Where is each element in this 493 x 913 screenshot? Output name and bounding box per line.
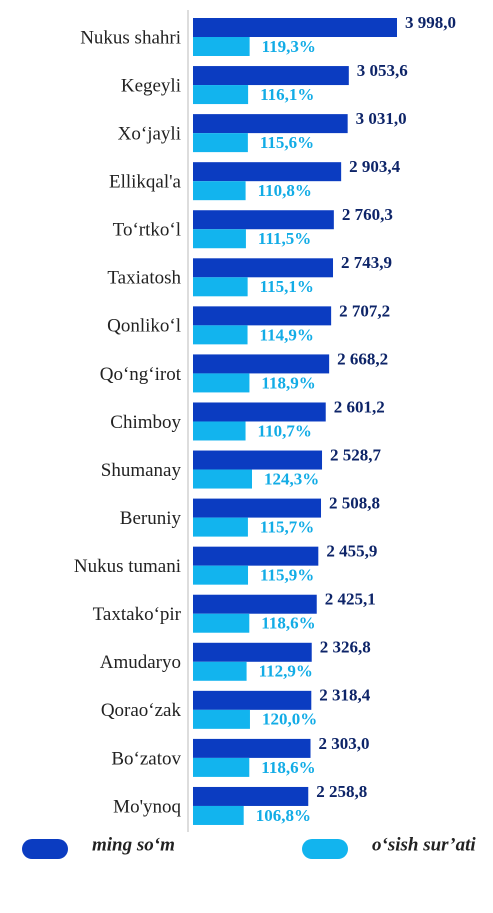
value-label: 2 528,7: [330, 445, 382, 464]
category-label: Mo'ynoq: [113, 796, 181, 817]
value-label: 115,6%: [260, 133, 314, 152]
value-label: 111,5%: [258, 229, 311, 248]
bar: [193, 277, 248, 297]
value-label: 3 053,6: [357, 61, 408, 80]
legend-label: ming so‘m: [92, 834, 175, 855]
bar: [193, 18, 397, 37]
value-label: 120,0%: [262, 710, 317, 729]
category-label: Bo‘zatov: [111, 748, 181, 769]
value-label: 118,6%: [261, 614, 315, 633]
category-label: To‘rtko‘l: [113, 220, 181, 241]
value-label: 2 508,8: [329, 494, 380, 513]
bar: [193, 162, 342, 182]
category-label: Qorao‘zak: [101, 700, 182, 721]
bar: [193, 642, 312, 662]
value-label: 119,3%: [262, 37, 316, 56]
bar: [193, 450, 323, 470]
value-label: 106,8%: [256, 806, 311, 825]
bar: [193, 786, 309, 806]
category-label: Nukus tumani: [74, 556, 181, 577]
value-label: 2 601,2: [334, 397, 385, 416]
value-label: 3 031,0: [356, 109, 407, 128]
bar: [193, 181, 246, 201]
bar: [193, 757, 250, 777]
bar: [193, 565, 249, 585]
category-label: Amudaryo: [100, 652, 181, 673]
bar: [193, 133, 248, 153]
value-label: 2 455,9: [326, 542, 377, 561]
value-label: 2 668,2: [337, 349, 388, 368]
value-label: 118,9%: [261, 373, 315, 392]
bar: [193, 325, 248, 345]
bar: [193, 661, 247, 681]
category-label: Taxtako‘pir: [93, 604, 182, 625]
value-label: 116,1%: [260, 85, 314, 104]
category-label: Shumanay: [101, 460, 182, 481]
bar: [193, 258, 334, 278]
bar: [193, 66, 349, 86]
value-label: 2 707,2: [339, 301, 390, 320]
category-label: Ellikqal'a: [109, 172, 182, 193]
bar: [193, 421, 246, 441]
bar: [193, 354, 330, 374]
bar: [193, 805, 244, 825]
bar: [193, 229, 246, 249]
value-label: 2 326,8: [320, 638, 371, 657]
bar: [193, 85, 249, 105]
category-label: Xo‘jayli: [118, 123, 181, 144]
value-label: 115,7%: [260, 518, 314, 537]
category-label: Beruniy: [120, 508, 182, 529]
bar: [193, 594, 317, 614]
category-label: Chimboy: [110, 412, 181, 433]
bar: [193, 546, 319, 566]
value-label: 2 303,0: [319, 734, 370, 753]
legend-swatch: [22, 839, 68, 859]
bar: [193, 469, 252, 489]
value-label: 110,8%: [258, 181, 312, 200]
category-label: Nukus shahri: [80, 27, 181, 48]
value-label: 114,9%: [260, 325, 314, 344]
legend-label: o‘sish sur’ati: [372, 834, 476, 855]
category-label: Kegeyli: [121, 75, 181, 96]
category-label: Qonliko‘l: [107, 316, 181, 337]
bar: [193, 613, 250, 633]
bar: [193, 709, 250, 729]
value-label: 118,6%: [261, 758, 315, 777]
bar: [193, 306, 332, 326]
bar: [193, 37, 250, 56]
legend-swatch: [302, 839, 348, 859]
value-label: 112,9%: [259, 662, 313, 681]
value-label: 2 760,3: [342, 205, 393, 224]
category-label: Taxiatosh: [107, 268, 181, 289]
value-label: 2 318,4: [319, 686, 371, 705]
category-label: Qo‘ng‘irot: [100, 364, 182, 385]
value-label: 2 425,1: [325, 590, 376, 609]
value-label: 2 743,9: [341, 253, 392, 272]
bar: [193, 210, 334, 230]
bar: [193, 738, 311, 758]
value-label: 2 258,8: [316, 782, 367, 801]
value-label: 2 903,4: [349, 157, 401, 176]
value-label: 115,1%: [260, 277, 314, 296]
bar: [193, 114, 348, 134]
bar: [193, 373, 250, 393]
bar: [193, 402, 326, 422]
value-label: 115,9%: [260, 566, 314, 585]
value-label: 110,7%: [258, 421, 312, 440]
bar: [193, 690, 312, 710]
bar: [193, 498, 322, 518]
value-label: 3 998,0: [405, 13, 456, 32]
bar: [193, 517, 248, 537]
value-label: 124,3%: [264, 469, 319, 488]
